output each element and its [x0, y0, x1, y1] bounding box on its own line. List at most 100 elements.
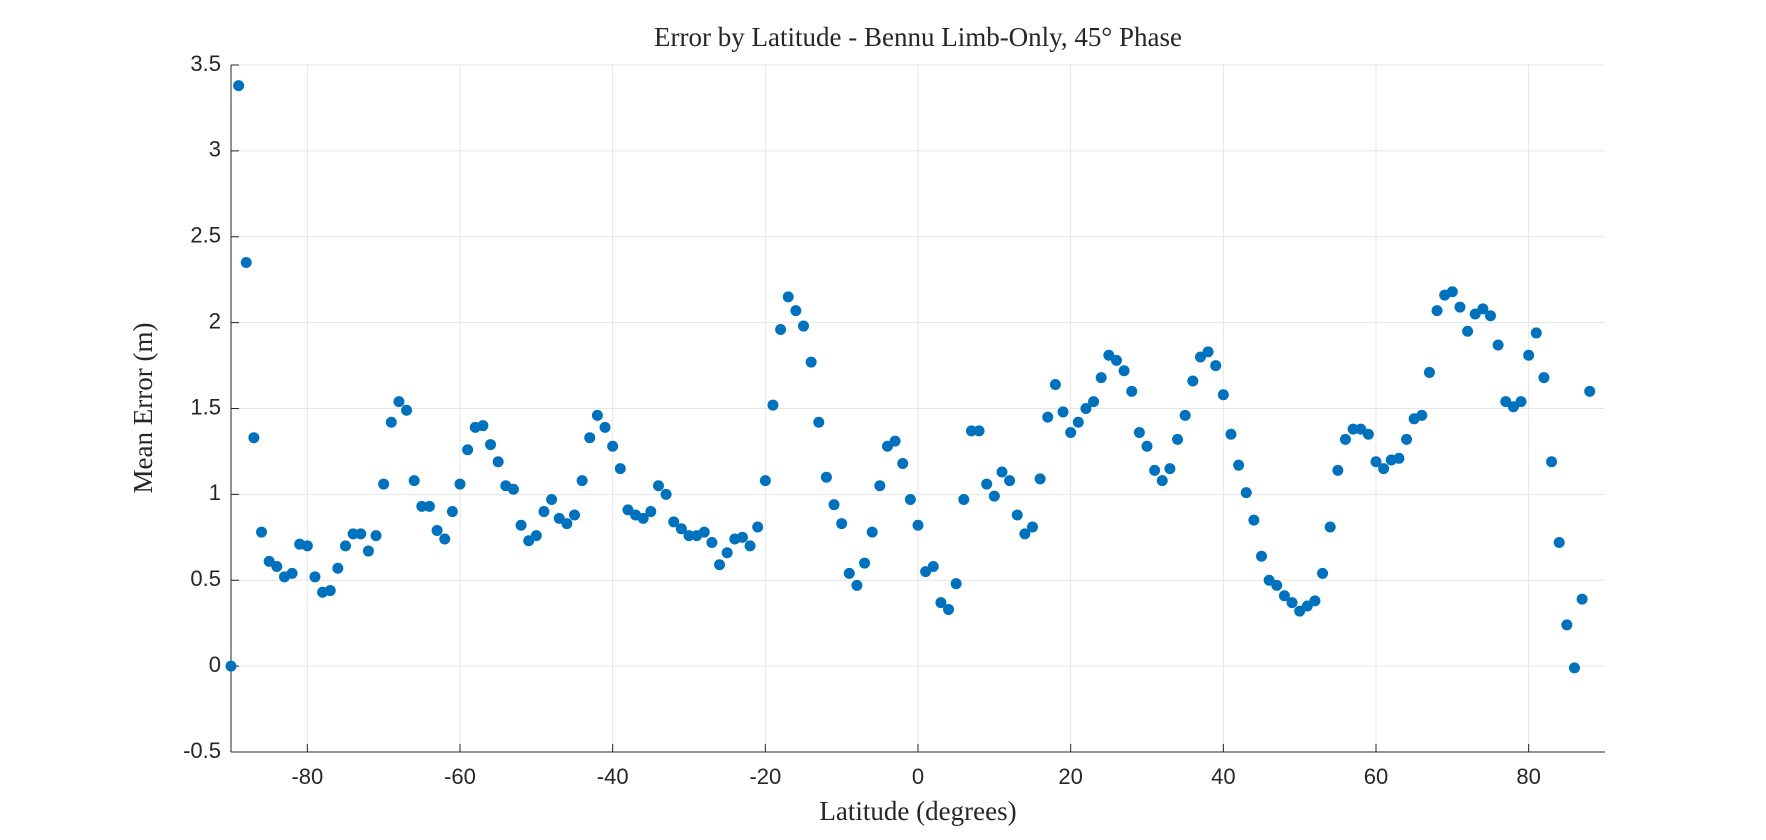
point	[1362, 428, 1374, 440]
point	[775, 323, 787, 335]
point	[1240, 487, 1252, 499]
point	[1210, 360, 1222, 372]
point	[423, 500, 435, 512]
point	[1401, 433, 1413, 445]
point	[828, 499, 840, 511]
point	[1187, 375, 1199, 387]
point	[1561, 619, 1573, 631]
x-tick-label: 40	[1211, 764, 1235, 789]
point	[309, 571, 321, 583]
point	[240, 257, 252, 269]
point	[1065, 427, 1077, 439]
point	[721, 547, 733, 559]
x-tick-label: -20	[749, 764, 781, 789]
point	[393, 396, 405, 408]
point	[614, 463, 626, 475]
point	[851, 579, 863, 591]
x-tick-label: 0	[912, 764, 924, 789]
point	[1462, 325, 1474, 337]
point	[675, 523, 687, 535]
point	[1057, 406, 1069, 418]
point	[1080, 403, 1092, 414]
point	[1317, 567, 1329, 579]
point	[1393, 452, 1405, 464]
point	[790, 305, 802, 317]
point	[843, 567, 855, 579]
point	[1095, 372, 1107, 384]
point	[912, 519, 924, 531]
point	[1233, 459, 1245, 471]
point	[668, 516, 680, 528]
point	[950, 578, 962, 590]
point	[1454, 301, 1466, 313]
point	[767, 399, 779, 411]
point	[446, 506, 458, 518]
point	[897, 457, 909, 469]
y-tick-label: 0	[209, 652, 221, 677]
y-tick-label: 1	[209, 480, 221, 505]
point	[462, 444, 474, 456]
point	[889, 435, 901, 447]
point	[1019, 528, 1031, 540]
point	[1149, 464, 1161, 476]
point	[1515, 396, 1527, 408]
point	[1179, 409, 1191, 421]
point	[385, 416, 397, 428]
point	[637, 512, 649, 524]
point	[408, 475, 420, 487]
point	[1088, 396, 1100, 408]
point	[599, 421, 611, 433]
point	[591, 409, 603, 421]
point	[973, 425, 985, 437]
point	[1072, 416, 1084, 428]
point	[714, 559, 726, 571]
point	[324, 585, 336, 597]
point	[1523, 349, 1535, 361]
point	[1423, 366, 1435, 378]
point	[347, 528, 359, 540]
point	[1118, 365, 1130, 377]
point	[1156, 475, 1168, 487]
x-tick-label: -80	[291, 764, 323, 789]
point	[706, 536, 718, 548]
point	[584, 432, 596, 444]
point	[507, 483, 519, 495]
point	[698, 526, 710, 538]
point	[431, 524, 443, 536]
point	[248, 432, 260, 444]
point	[736, 531, 748, 543]
point	[1049, 378, 1061, 390]
y-axis-label: Mean Error (m)	[128, 323, 158, 494]
point	[1004, 475, 1016, 487]
point	[515, 519, 527, 531]
point	[1110, 354, 1122, 366]
point	[370, 530, 382, 542]
point	[836, 518, 848, 530]
point	[943, 603, 955, 615]
point	[355, 528, 367, 540]
point	[530, 530, 542, 542]
point	[492, 456, 504, 468]
point	[996, 466, 1008, 478]
point	[538, 506, 550, 518]
point	[256, 526, 268, 538]
point	[1256, 550, 1267, 562]
point	[477, 420, 489, 432]
point	[904, 494, 916, 506]
point	[813, 416, 825, 428]
point	[820, 471, 832, 483]
chart-title: Error by Latitude - Bennu Limb-Only, 45°…	[654, 22, 1182, 52]
point	[645, 506, 657, 518]
point	[1446, 286, 1458, 298]
point	[1027, 521, 1038, 533]
y-tick-label: 2.5	[190, 223, 221, 248]
point	[981, 478, 993, 490]
point	[401, 404, 413, 416]
point	[1225, 428, 1237, 440]
point	[1034, 473, 1046, 485]
y-tick-label: 1.5	[190, 394, 221, 419]
point	[1485, 310, 1496, 322]
